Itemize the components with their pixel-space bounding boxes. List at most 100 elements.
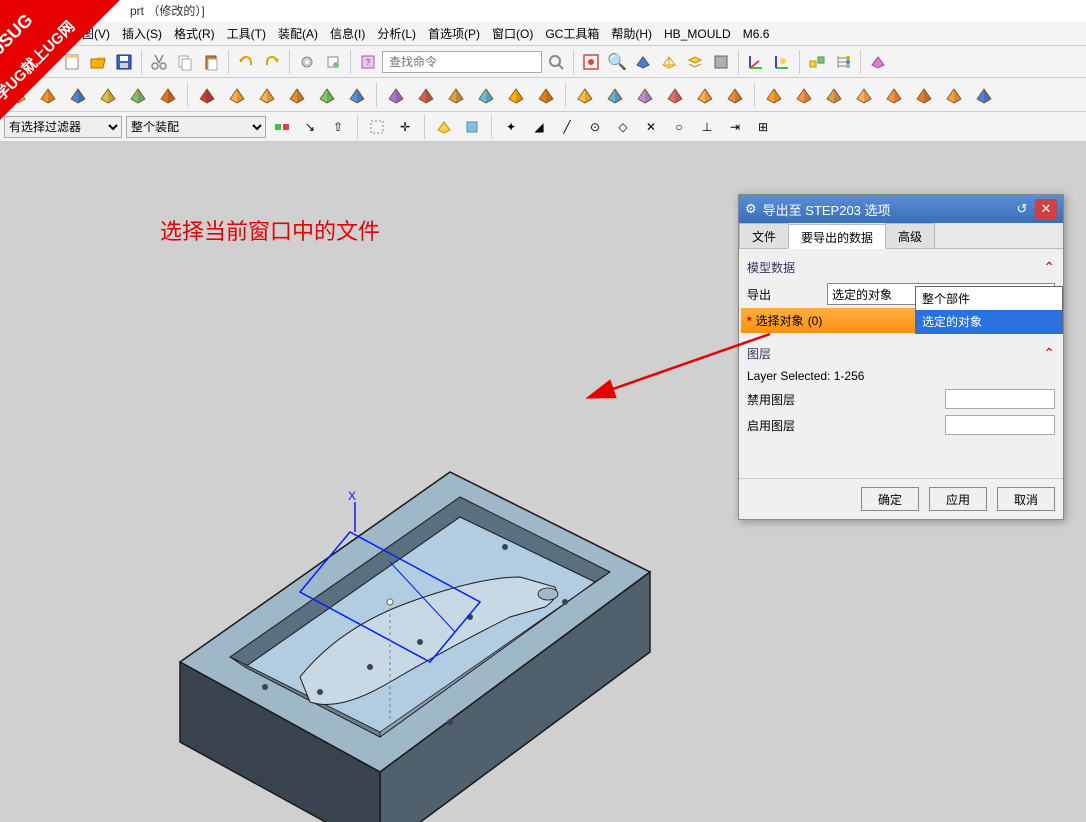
more-icon[interactable] xyxy=(866,50,890,74)
menu-item-8[interactable]: 窗口(O) xyxy=(486,25,539,42)
feature-icon-9[interactable] xyxy=(283,81,311,109)
dialog-title-text: 导出至 STEP203 选项 xyxy=(763,200,891,219)
menu-item-4[interactable]: 装配(A) xyxy=(272,25,324,42)
shade-icon[interactable] xyxy=(631,50,655,74)
feature-icon-16[interactable] xyxy=(502,81,530,109)
group-model-data[interactable]: 模型数据 ⌃ xyxy=(747,255,1055,280)
feature-icon-7[interactable] xyxy=(223,81,251,109)
feature-icon-28[interactable] xyxy=(880,81,908,109)
feature-icon-5[interactable] xyxy=(154,81,182,109)
feature-icon-25[interactable] xyxy=(790,81,818,109)
dialog-reset-icon[interactable]: ↺ xyxy=(1011,199,1033,219)
snap-int-icon[interactable]: ✕ xyxy=(639,115,663,139)
feature-icon-26[interactable] xyxy=(820,81,848,109)
snap-center-icon[interactable]: ⊙ xyxy=(583,115,607,139)
feature-icon-6[interactable] xyxy=(193,81,221,109)
layer-icon[interactable] xyxy=(683,50,707,74)
assembly-icon[interactable] xyxy=(805,50,829,74)
gear-icon[interactable] xyxy=(295,50,319,74)
feature-icon-10[interactable] xyxy=(313,81,341,109)
fit-icon[interactable] xyxy=(579,50,603,74)
title-text: prt （修改的）] xyxy=(130,4,205,18)
snap-quad-icon[interactable]: ◇ xyxy=(611,115,635,139)
sel-face-icon[interactable] xyxy=(460,115,484,139)
snap-end-icon[interactable]: ◢ xyxy=(527,115,551,139)
feature-icon-21[interactable] xyxy=(661,81,689,109)
feature-icon-19[interactable] xyxy=(601,81,629,109)
feature-icon-30[interactable] xyxy=(940,81,968,109)
zoom-icon[interactable]: 🔍 xyxy=(605,50,629,74)
feature-icon-11[interactable] xyxy=(343,81,371,109)
feature-icon-23[interactable] xyxy=(721,81,749,109)
sel-up-icon[interactable]: ⇧ xyxy=(326,115,350,139)
clip-icon[interactable] xyxy=(709,50,733,74)
export-option-whole[interactable]: 整个部件 xyxy=(916,287,1062,310)
snap-near-icon[interactable]: ⇥ xyxy=(723,115,747,139)
export-option-selected[interactable]: 选定的对象 xyxy=(916,310,1062,333)
menu-item-2[interactable]: 格式(R) xyxy=(168,25,221,42)
snap-perp-icon[interactable]: ⊥ xyxy=(695,115,719,139)
feature-icon-18[interactable] xyxy=(571,81,599,109)
copy-icon[interactable] xyxy=(173,50,197,74)
feature-icon-12[interactable] xyxy=(382,81,410,109)
tab-advanced[interactable]: 高级 xyxy=(885,223,935,248)
snap-point-icon[interactable]: ✦ xyxy=(499,115,523,139)
wcs-dynamic-icon[interactable] xyxy=(770,50,794,74)
filter-scope-select[interactable]: 整个装配 xyxy=(126,116,266,138)
feature-icon-13[interactable] xyxy=(412,81,440,109)
menu-item-1[interactable]: 插入(S) xyxy=(116,25,168,42)
feature-icon-22[interactable] xyxy=(691,81,719,109)
command-search-input[interactable] xyxy=(382,51,542,73)
apply-button[interactable]: 应用 xyxy=(929,487,987,511)
select-objects-row[interactable]: * 选择对象 (0) 整个部件 选定的对象 xyxy=(741,308,1061,333)
wcs-icon[interactable] xyxy=(744,50,768,74)
undo-icon[interactable] xyxy=(234,50,258,74)
sel-icon-1[interactable] xyxy=(270,115,294,139)
enable-layer-input[interactable] xyxy=(945,415,1055,435)
menu-item-3[interactable]: 工具(T) xyxy=(221,25,272,42)
touch-icon[interactable] xyxy=(321,50,345,74)
menu-item-12[interactable]: M6.6 xyxy=(737,27,776,41)
titlebar: prt （修改的）] xyxy=(0,0,1086,22)
feature-icon-4[interactable] xyxy=(124,81,152,109)
search-go-icon[interactable] xyxy=(544,50,568,74)
group-layers[interactable]: 图层 ⌃ xyxy=(747,341,1055,366)
feature-icon-17[interactable] xyxy=(532,81,560,109)
feature-icon-24[interactable] xyxy=(760,81,788,109)
snap-mid-icon[interactable]: ╱ xyxy=(555,115,579,139)
sel-point-icon[interactable]: ✛ xyxy=(393,115,417,139)
feature-icon-14[interactable] xyxy=(442,81,470,109)
snap-grid-icon[interactable]: ⊞ xyxy=(751,115,775,139)
sel-arrow-icon[interactable]: ↘ xyxy=(298,115,322,139)
wireframe-icon[interactable] xyxy=(657,50,681,74)
cut-icon[interactable] xyxy=(147,50,171,74)
tab-export-data[interactable]: 要导出的数据 xyxy=(788,224,886,249)
feature-icon-15[interactable] xyxy=(472,81,500,109)
feature-icon-8[interactable] xyxy=(253,81,281,109)
dialog-close-icon[interactable]: ✕ xyxy=(1035,199,1057,219)
export-type-dropdown[interactable]: 整个部件 选定的对象 xyxy=(915,286,1063,334)
feature-icon-27[interactable] xyxy=(850,81,878,109)
menu-item-7[interactable]: 首选项(P) xyxy=(422,25,486,42)
menu-item-11[interactable]: HB_MOULD xyxy=(658,27,737,41)
feature-icon-31[interactable] xyxy=(970,81,998,109)
paste-icon[interactable] xyxy=(199,50,223,74)
sel-box-icon[interactable] xyxy=(365,115,389,139)
dialog-footer: 确定 应用 取消 xyxy=(739,478,1063,519)
command-finder-icon[interactable]: ? xyxy=(356,50,380,74)
dialog-titlebar[interactable]: ⚙ 导出至 STEP203 选项 ↺ ✕ xyxy=(739,195,1063,223)
disable-layer-input[interactable] xyxy=(945,389,1055,409)
ok-button[interactable]: 确定 xyxy=(861,487,919,511)
sel-cube-icon[interactable] xyxy=(432,115,456,139)
tree-icon[interactable] xyxy=(831,50,855,74)
feature-icon-20[interactable] xyxy=(631,81,659,109)
tab-file[interactable]: 文件 xyxy=(739,223,789,248)
redo-icon[interactable] xyxy=(260,50,284,74)
menu-item-10[interactable]: 帮助(H) xyxy=(605,25,658,42)
menu-item-6[interactable]: 分析(L) xyxy=(371,25,422,42)
snap-tan-icon[interactable]: ○ xyxy=(667,115,691,139)
feature-icon-29[interactable] xyxy=(910,81,938,109)
menu-item-9[interactable]: GC工具箱 xyxy=(539,25,605,42)
menu-item-5[interactable]: 信息(I) xyxy=(324,25,371,42)
cancel-button[interactable]: 取消 xyxy=(997,487,1055,511)
